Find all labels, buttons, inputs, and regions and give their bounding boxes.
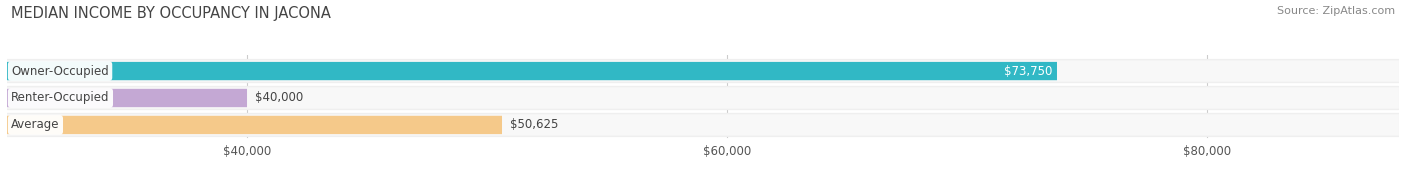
Text: Source: ZipAtlas.com: Source: ZipAtlas.com	[1277, 6, 1395, 16]
FancyBboxPatch shape	[7, 60, 1399, 82]
Text: $40,000: $40,000	[256, 92, 304, 104]
FancyBboxPatch shape	[7, 113, 1399, 137]
FancyBboxPatch shape	[7, 114, 1399, 136]
Text: $50,625: $50,625	[510, 118, 558, 132]
Text: Owner-Occupied: Owner-Occupied	[11, 64, 108, 78]
FancyBboxPatch shape	[7, 86, 1399, 110]
Text: Renter-Occupied: Renter-Occupied	[11, 92, 110, 104]
Text: Average: Average	[11, 118, 59, 132]
FancyBboxPatch shape	[7, 62, 1057, 80]
FancyBboxPatch shape	[7, 87, 1399, 109]
Text: $73,750: $73,750	[1004, 64, 1053, 78]
FancyBboxPatch shape	[7, 59, 1399, 83]
FancyBboxPatch shape	[7, 89, 247, 107]
FancyBboxPatch shape	[7, 116, 502, 134]
Text: MEDIAN INCOME BY OCCUPANCY IN JACONA: MEDIAN INCOME BY OCCUPANCY IN JACONA	[11, 6, 332, 21]
